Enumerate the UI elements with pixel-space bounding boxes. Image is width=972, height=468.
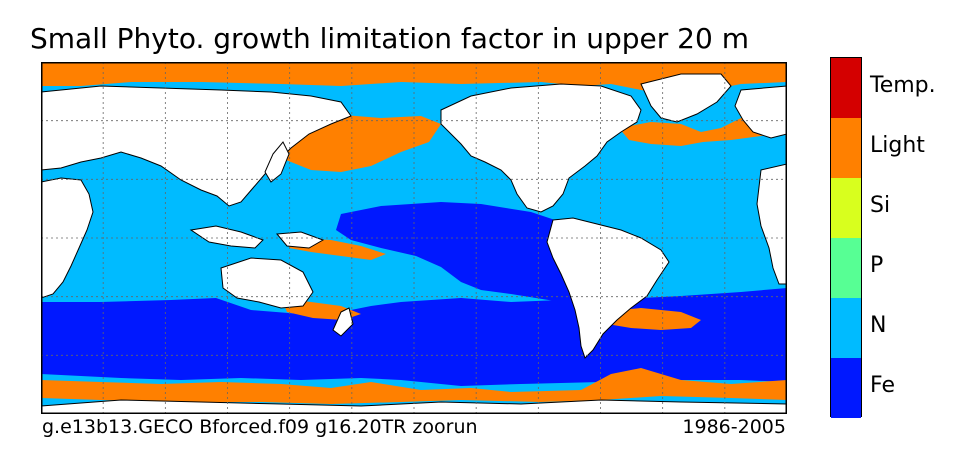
land-new-guinea — [276, 231, 325, 249]
land-japan — [264, 141, 290, 183]
colorbar-swatch-light — [831, 118, 861, 178]
land-eurasia-left — [41, 85, 352, 207]
colorbar-label-p: P — [870, 253, 884, 278]
map-canvas — [41, 62, 787, 414]
colorbar-swatch-temp — [831, 58, 861, 118]
land-eurasia-right — [734, 85, 787, 139]
land-indonesia — [189, 225, 264, 249]
map-frame — [41, 62, 787, 414]
colorbar-label-temp: Temp. — [870, 73, 936, 98]
land-new-zealand — [332, 307, 354, 337]
map-panel — [41, 62, 787, 414]
land-africa-east — [756, 163, 787, 285]
colorbar — [830, 57, 862, 418]
colorbar-swatch-p — [831, 238, 861, 298]
map-title: Small Phyto. growth limitation factor in… — [30, 22, 749, 55]
region-light-south-atlantic — [601, 308, 701, 330]
colorbar-swatch-fe — [831, 358, 861, 418]
colorbar-label-fe: Fe — [870, 373, 895, 398]
colorbar-label-n: N — [870, 313, 887, 338]
caption-case-name: g.e13b13.GECO Bforced.f09 g16.20TR zooru… — [42, 416, 478, 438]
colorbar-swatch-n — [831, 298, 861, 358]
land-north-america — [440, 83, 642, 213]
region-fe-eq-pacific — [336, 202, 586, 302]
land-australia — [220, 257, 314, 309]
caption-period: 1986-2005 — [682, 416, 786, 438]
colorbar-swatch-si — [831, 178, 861, 238]
land-greenland — [640, 73, 732, 123]
colorbar-label-si: Si — [870, 193, 891, 218]
colorbar-label-light: Light — [870, 133, 925, 158]
region-light-antarctic-margin — [41, 368, 787, 404]
land-south-america — [546, 217, 670, 359]
